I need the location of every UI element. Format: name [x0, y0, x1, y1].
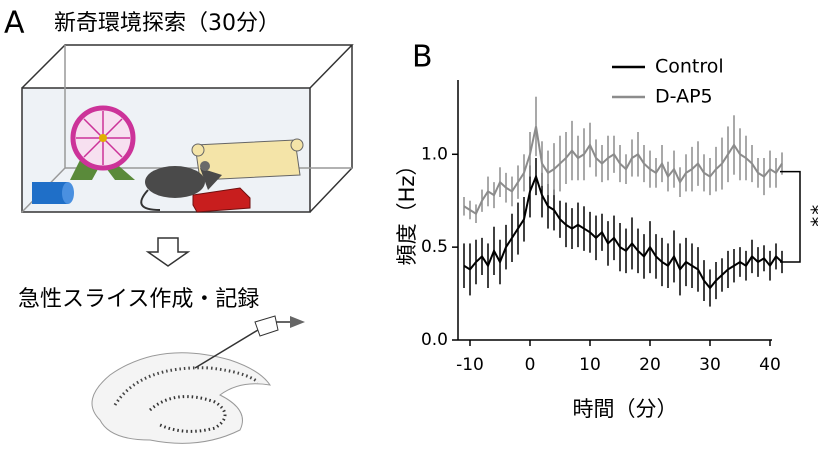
down-arrow	[148, 238, 188, 266]
slice	[92, 316, 305, 443]
x-tick-label: 0	[525, 355, 536, 375]
panel-label: B	[412, 40, 433, 75]
x-tick-label: -10	[456, 355, 484, 375]
x-tick-label: 30	[699, 355, 721, 375]
panel-title: 新奇環境探索（30分）	[54, 11, 280, 36]
panel-label: A	[4, 6, 25, 41]
legend-label: D-AP5	[655, 86, 713, 108]
x-tick-label: 20	[639, 355, 661, 375]
x-tick-label: 10	[579, 355, 601, 375]
sig-bracket	[780, 172, 800, 262]
y-tick-label: 0.0	[421, 330, 448, 350]
y-axis-label: 頻度（Hz）	[395, 155, 419, 266]
step-text: 急性スライス作成・記録	[18, 287, 259, 312]
tube	[32, 182, 74, 204]
y-tick-label: 0.5	[421, 237, 448, 257]
legend-label: Control	[655, 56, 724, 78]
sig-annotation: **	[800, 205, 818, 229]
x-tick-label: 40	[759, 355, 781, 375]
y-tick-label: 1.0	[421, 144, 448, 164]
x-axis-label: 時間（分）	[573, 397, 678, 421]
figure: A 新奇環境探索（30分） 急性スライス作成・記録	[0, 0, 818, 459]
